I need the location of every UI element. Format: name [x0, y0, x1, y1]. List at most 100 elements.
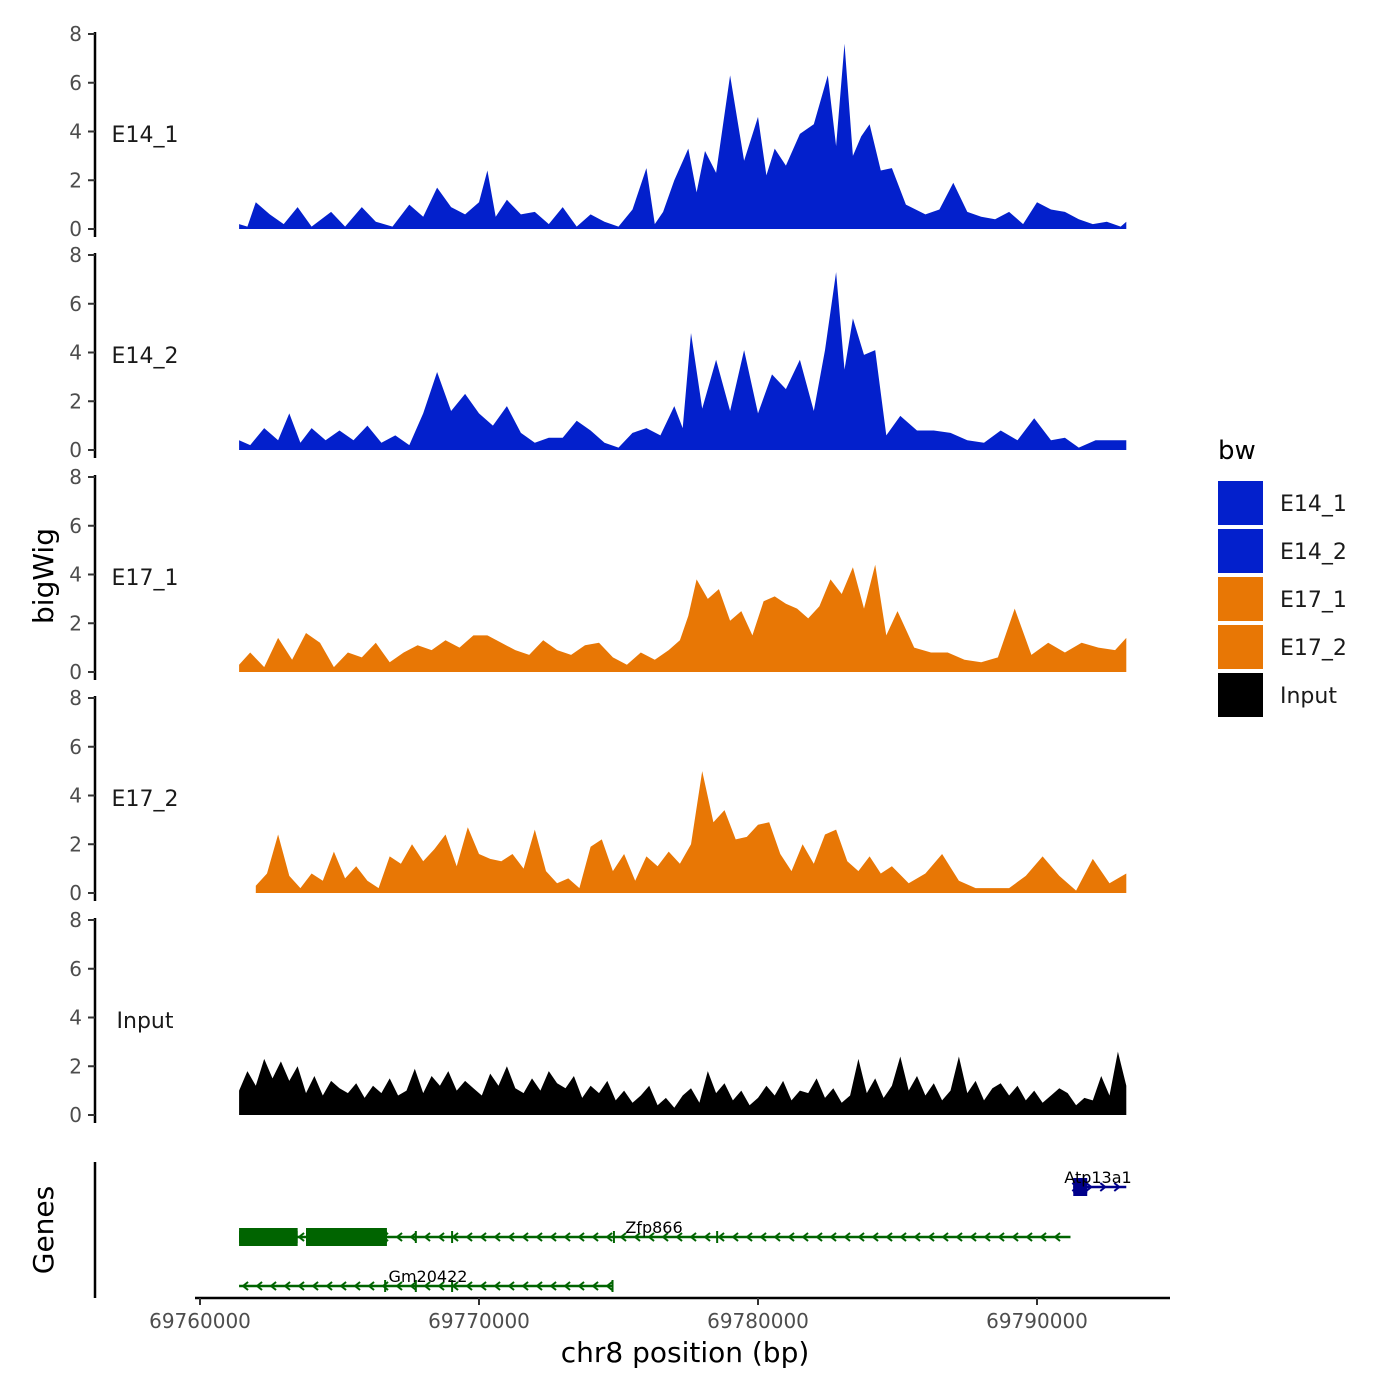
- y-tick-label: 0: [69, 1103, 82, 1127]
- y-tick-label: 0: [69, 217, 82, 241]
- strand-chevron: [325, 1281, 333, 1291]
- exon: [716, 1231, 719, 1243]
- coverage-area-e14_2: [239, 272, 1127, 450]
- strand-chevron: [955, 1232, 963, 1242]
- strand-chevron: [843, 1232, 851, 1242]
- coverage-tracks: 0 2 4 6 8 E14_1 0 2 4 6 8 E14_2 0 2 4 6 8 E17_1 0 2 4 6 8 E17_2…: [69, 22, 1127, 1127]
- x-axis: 69760000 69770000 69780000 69790000: [149, 1296, 1170, 1333]
- track-e14_1: 0 2 4 6 8 E14_1: [69, 22, 1127, 241]
- strand-chevron: [591, 1281, 599, 1291]
- y-tick-label: 4: [69, 1006, 82, 1030]
- strand-chevron: [1053, 1232, 1061, 1242]
- strand-chevron: [437, 1281, 445, 1291]
- y-tick-label: 4: [69, 784, 82, 808]
- coding-exon: [1073, 1178, 1088, 1196]
- strand-chevron: [871, 1232, 879, 1242]
- strand-chevron: [717, 1232, 725, 1242]
- strand-chevron: [759, 1232, 767, 1242]
- strand-chevron: [787, 1232, 795, 1242]
- strand-chevron: [535, 1281, 543, 1291]
- strand-chevron: [493, 1281, 501, 1291]
- track-label-e14_1: E14_1: [112, 123, 179, 148]
- legend-swatch-e17_1: [1218, 577, 1263, 621]
- strand-chevron: [745, 1232, 753, 1242]
- strand-chevron: [633, 1232, 641, 1242]
- strand-chevron: [367, 1281, 375, 1291]
- strand-chevron: [269, 1281, 277, 1291]
- strand-chevron: [703, 1232, 711, 1242]
- strand-chevron: [829, 1232, 837, 1242]
- strand-chevron: [395, 1232, 403, 1242]
- exon: [612, 1231, 615, 1243]
- strand-chevron: [885, 1232, 893, 1242]
- legend-swatch-e14_2: [1218, 529, 1263, 573]
- coverage-area-input: [239, 1051, 1127, 1115]
- gene-zfp866: Zfp866: [239, 1218, 1071, 1246]
- strand-chevron: [899, 1232, 907, 1242]
- strand-chevron: [591, 1232, 599, 1242]
- track-label-input: Input: [117, 1009, 174, 1034]
- strand-chevron: [395, 1281, 403, 1291]
- strand-chevron: [549, 1281, 557, 1291]
- strand-chevron: [1113, 1182, 1121, 1192]
- legend-label-e14_2: E14_2: [1280, 540, 1347, 565]
- strand-chevron: [409, 1281, 417, 1291]
- strand-chevron: [647, 1232, 655, 1242]
- strand-chevron: [773, 1232, 781, 1242]
- legend-title: bw: [1218, 436, 1256, 466]
- strand-chevron: [661, 1232, 669, 1242]
- strand-chevron: [283, 1281, 291, 1291]
- strand-chevron: [437, 1232, 445, 1242]
- legend: bw E14_1 E14_2 E17_1 E17_2 Input: [1218, 436, 1347, 717]
- y-tick-label: 0: [69, 438, 82, 462]
- coverage-area-e17_1: [239, 564, 1127, 672]
- strand-chevron: [689, 1232, 697, 1242]
- y-axis-title: bigWig: [27, 528, 60, 624]
- strand-chevron: [549, 1232, 557, 1242]
- strand-chevron: [241, 1281, 249, 1291]
- y-tick-label: 8: [69, 22, 82, 46]
- gene-gm20422: Gm20422: [239, 1267, 614, 1292]
- gene-track: Atp13a1 Zfp866 Gm20422: [93, 1162, 1132, 1298]
- coding-exon: [306, 1228, 387, 1246]
- strand-chevron: [927, 1232, 935, 1242]
- track-e17_1: 0 2 4 6 8 E17_1: [69, 465, 1127, 684]
- strand-chevron: [507, 1281, 515, 1291]
- x-axis-title: chr8 position (bp): [561, 1336, 810, 1369]
- coding-exon: [239, 1228, 298, 1246]
- legend-label-e17_1: E17_1: [1280, 588, 1347, 613]
- strand-chevron: [507, 1232, 515, 1242]
- exon: [414, 1231, 417, 1243]
- strand-chevron: [913, 1232, 921, 1242]
- y-tick-label: 4: [69, 120, 82, 144]
- exon: [451, 1280, 454, 1292]
- strand-chevron: [563, 1281, 571, 1291]
- y-tick-label: 2: [69, 168, 82, 192]
- strand-chevron: [465, 1232, 473, 1242]
- track-label-e17_1: E17_1: [112, 566, 179, 591]
- y-tick-label: 0: [69, 881, 82, 905]
- strand-chevron: [311, 1281, 319, 1291]
- strand-chevron: [353, 1281, 361, 1291]
- strand-chevron: [493, 1232, 501, 1242]
- track-e14_2: 0 2 4 6 8 E14_2: [69, 243, 1127, 462]
- y-tick-label: 8: [69, 243, 82, 267]
- strand-chevron: [857, 1232, 865, 1242]
- coverage-area-e14_1: [239, 43, 1127, 229]
- y-tick-label: 2: [69, 1054, 82, 1078]
- y-tick-label: 0: [69, 660, 82, 684]
- strand-chevron: [297, 1232, 305, 1242]
- legend-swatch-e14_1: [1218, 481, 1263, 525]
- y-tick-label: 6: [69, 71, 82, 95]
- strand-chevron: [479, 1232, 487, 1242]
- legend-label-input: Input: [1280, 684, 1337, 709]
- y-tick-label: 6: [69, 514, 82, 538]
- strand-chevron: [619, 1232, 627, 1242]
- strand-chevron: [1085, 1182, 1093, 1192]
- x-tick-label: 69790000: [986, 1309, 1088, 1333]
- y-tick-label: 8: [69, 686, 82, 710]
- strand-chevron: [969, 1232, 977, 1242]
- strand-chevron: [577, 1281, 585, 1291]
- strand-chevron: [521, 1281, 529, 1291]
